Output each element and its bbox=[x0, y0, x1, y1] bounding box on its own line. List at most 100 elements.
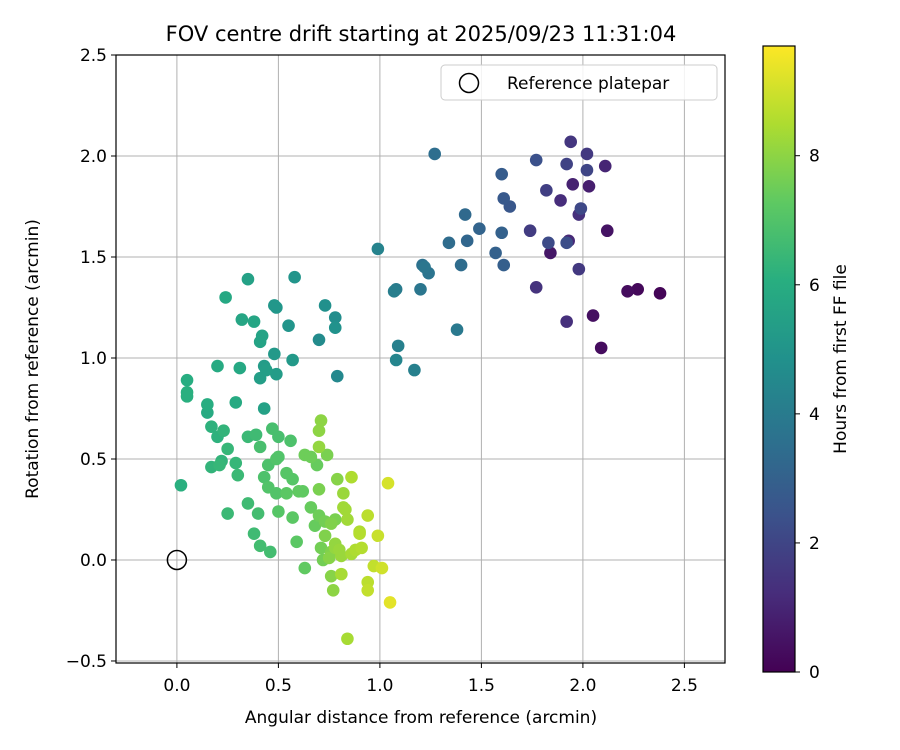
data-point bbox=[326, 583, 340, 597]
data-point bbox=[339, 503, 352, 516]
data-point bbox=[335, 567, 348, 581]
data-point bbox=[529, 280, 543, 294]
data-point bbox=[205, 420, 218, 433]
data-point bbox=[241, 497, 255, 510]
data-point bbox=[247, 527, 261, 541]
data-point bbox=[286, 472, 299, 486]
data-point bbox=[330, 472, 344, 486]
data-point bbox=[653, 287, 667, 300]
data-point bbox=[621, 285, 634, 298]
data-point bbox=[201, 398, 214, 411]
data-point bbox=[219, 291, 232, 304]
data-point bbox=[320, 448, 334, 462]
plot-area-frame bbox=[115, 54, 726, 664]
data-point bbox=[304, 501, 318, 514]
data-point bbox=[211, 359, 224, 373]
data-point bbox=[337, 487, 350, 500]
data-point bbox=[460, 234, 474, 248]
data-point bbox=[314, 541, 328, 555]
x-tick-label: 1.5 bbox=[468, 676, 495, 696]
data-point bbox=[263, 545, 277, 559]
colorbar-tick-label: 0 bbox=[809, 663, 820, 683]
data-point bbox=[495, 167, 509, 181]
data-point bbox=[544, 246, 557, 260]
data-point bbox=[341, 513, 354, 526]
data-point bbox=[355, 541, 368, 555]
data-point bbox=[574, 202, 588, 215]
data-point bbox=[594, 341, 608, 355]
data-point bbox=[560, 157, 573, 171]
data-point bbox=[564, 135, 578, 149]
data-point bbox=[318, 299, 332, 312]
data-point bbox=[497, 258, 511, 272]
data-point bbox=[361, 509, 375, 522]
data-point bbox=[631, 283, 645, 296]
data-point bbox=[408, 363, 421, 377]
reference-marker-layer bbox=[166, 549, 188, 571]
data-point bbox=[572, 262, 586, 276]
data-point bbox=[381, 476, 395, 490]
data-point bbox=[286, 353, 299, 367]
data-point bbox=[560, 236, 573, 250]
data-point bbox=[249, 428, 263, 442]
data-point bbox=[497, 192, 511, 205]
data-point bbox=[473, 222, 486, 236]
reference-platepar-marker bbox=[166, 549, 188, 571]
data-point bbox=[489, 246, 502, 260]
data-point bbox=[389, 353, 403, 367]
data-point bbox=[235, 313, 249, 326]
data-point bbox=[383, 596, 397, 609]
data-point bbox=[268, 299, 281, 312]
legend-label: Reference platepar bbox=[507, 74, 669, 94]
data-point bbox=[284, 434, 297, 448]
data-point bbox=[229, 456, 243, 470]
data-point bbox=[312, 424, 326, 438]
data-point bbox=[253, 371, 267, 385]
data-point bbox=[312, 482, 326, 496]
x-tick-label: 0.5 bbox=[265, 676, 292, 696]
data-point bbox=[361, 583, 375, 597]
data-point bbox=[308, 519, 322, 532]
data-point bbox=[324, 517, 338, 530]
data-point bbox=[229, 396, 243, 409]
data-point bbox=[495, 226, 509, 240]
data-point bbox=[454, 258, 468, 272]
data-point bbox=[554, 194, 567, 207]
data-point bbox=[341, 632, 354, 646]
data-point bbox=[270, 367, 283, 381]
data-point bbox=[330, 369, 344, 383]
data-point bbox=[180, 373, 194, 387]
data-point bbox=[450, 323, 464, 337]
data-point bbox=[272, 430, 285, 444]
data-point bbox=[353, 527, 366, 541]
data-point bbox=[272, 450, 285, 464]
data-point bbox=[251, 507, 265, 520]
colorbar-ticks: 0 2 4 6 8 bbox=[795, 147, 820, 683]
data-point bbox=[312, 440, 326, 454]
y-tick-label: 2.5 bbox=[80, 46, 107, 66]
y-tick-label: 0.5 bbox=[80, 450, 107, 470]
data-point bbox=[221, 507, 234, 520]
data-point bbox=[257, 402, 271, 415]
data-point bbox=[540, 184, 553, 197]
data-point bbox=[213, 458, 226, 472]
data-point bbox=[324, 569, 338, 583]
data-point bbox=[312, 333, 326, 347]
x-axis-label: Angular distance from reference (arcmin) bbox=[245, 708, 597, 728]
data-point bbox=[288, 270, 301, 284]
data-point bbox=[241, 272, 255, 286]
data-point bbox=[298, 561, 312, 575]
data-point bbox=[314, 414, 328, 427]
data-point bbox=[391, 339, 405, 353]
legend: Reference platepar bbox=[440, 64, 718, 101]
data-point bbox=[529, 153, 543, 167]
data-point bbox=[582, 179, 596, 193]
colorbar-label: Hours from first FF file bbox=[831, 264, 851, 454]
y-tick-label: −0.5 bbox=[66, 652, 107, 672]
data-point bbox=[231, 468, 245, 482]
data-point bbox=[304, 450, 318, 464]
data-point bbox=[458, 208, 472, 221]
data-point bbox=[418, 260, 431, 274]
colorbar bbox=[762, 45, 796, 673]
